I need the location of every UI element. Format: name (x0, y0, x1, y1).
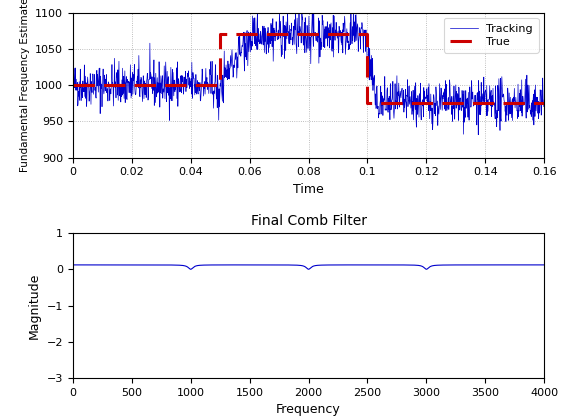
Tracking (323, 36, 329, 41)
Tracking (475, 132, 482, 137)
True (217, 83, 223, 88)
X-axis label: Time: Time (293, 183, 324, 196)
True (541, 101, 548, 106)
Tracking (347, 3, 354, 8)
Tracking (341, 14, 348, 19)
Legend: Tracking, True: Tracking, True (444, 18, 539, 52)
Tracking (93, 96, 99, 101)
True (364, 101, 371, 106)
Tracking (325, 35, 332, 40)
Line: Tracking: Tracking (73, 6, 544, 135)
True (70, 83, 76, 88)
True (217, 32, 223, 37)
X-axis label: Frequency: Frequency (276, 403, 341, 416)
Line: True: True (73, 34, 544, 103)
Tracking (385, 107, 392, 112)
Tracking (70, 77, 76, 82)
Y-axis label: Fundamental Frequency Estimate: Fundamental Frequency Estimate (20, 0, 30, 172)
True (364, 32, 371, 37)
Tracking (411, 84, 418, 89)
Y-axis label: Magnitude: Magnitude (28, 272, 41, 339)
Title: Final Comb Filter: Final Comb Filter (251, 214, 366, 228)
Tracking (540, 104, 547, 109)
